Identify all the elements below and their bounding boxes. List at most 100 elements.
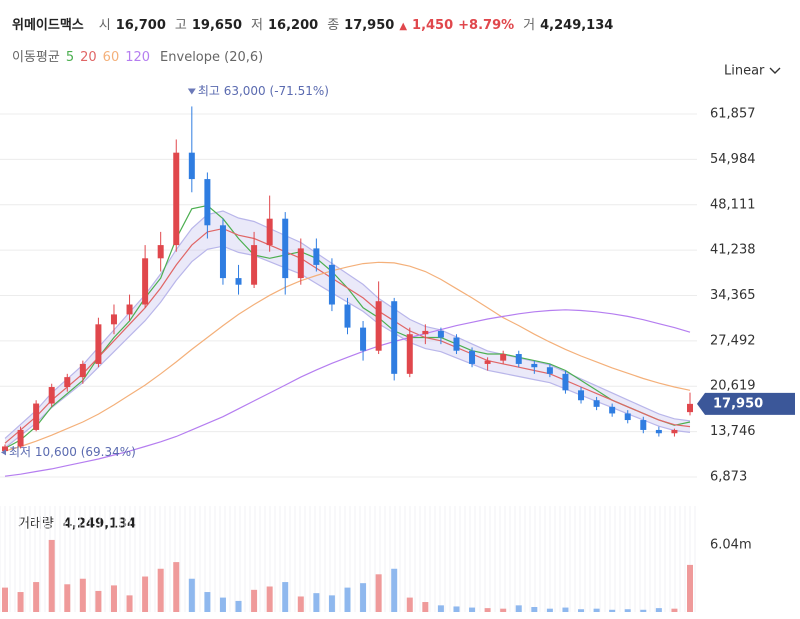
volume-tick-label: 6.04m [710, 538, 752, 553]
candle-body [297, 248, 304, 279]
candle-body [126, 304, 133, 315]
volume-bar [500, 608, 507, 612]
legend-entry: 20 [80, 50, 97, 65]
price-header: 위메이드맥스 시 16,700 고 19,650 저 16,200 종 17,950 ▲ 1,45… [12, 14, 613, 33]
price-value: 19,650 [191, 18, 243, 33]
volume-bar [624, 609, 631, 612]
stock-name: 위메이드맥스 [12, 18, 84, 33]
volume-bar [95, 590, 102, 612]
change-arrow: ▲ [399, 21, 408, 32]
volume-bar [469, 607, 476, 612]
volume-bar [251, 589, 258, 612]
current-price-tag [697, 392, 795, 415]
y-tick-label: 20,619 [710, 379, 756, 394]
candle-body [79, 363, 86, 378]
volume-bar [17, 592, 24, 612]
candle-body [469, 350, 476, 364]
candle-body [422, 330, 429, 335]
candle-body [562, 373, 569, 391]
candle-body [360, 327, 367, 351]
candle-body [453, 337, 460, 351]
volume-bar [546, 608, 553, 612]
volume-bar [2, 587, 8, 612]
y-tick-label: 54,984 [710, 152, 756, 167]
candle-body [313, 248, 320, 265]
volume-bar [422, 602, 429, 612]
volume-bar [360, 583, 367, 612]
volume-bar [406, 597, 413, 612]
candle-body [640, 420, 647, 430]
volume-bar [219, 597, 226, 612]
volume-bar [142, 576, 149, 612]
candle-body [95, 324, 102, 364]
candle-body [500, 354, 507, 361]
change-value: 1,450 [412, 18, 454, 33]
candle-body [406, 334, 413, 374]
candle-body [266, 218, 273, 246]
volume-bar [687, 564, 693, 612]
price-value: 16,200 [268, 18, 319, 33]
indicator-legend: 이동평균 5 20 60 120 Envelope (20,6) [12, 46, 263, 65]
volume-bar [578, 609, 585, 612]
volume-value: 4,249,134 [540, 18, 614, 33]
legend-entry: 5 [65, 50, 75, 65]
candle-body [48, 387, 55, 404]
y-tick-label: 34,365 [710, 288, 756, 303]
candle-body [375, 301, 382, 351]
candle-body [687, 403, 693, 413]
candle-body [17, 429, 24, 447]
volume-bar [173, 562, 180, 612]
candle-body [64, 377, 71, 388]
volume-bar [391, 568, 398, 612]
legend-entry: 60 [102, 50, 120, 65]
volume-bar [33, 582, 40, 612]
candle-body [391, 301, 398, 374]
volume-bar [313, 593, 320, 612]
candle-body [110, 314, 117, 325]
volume-bar [157, 568, 164, 612]
volume-bar [188, 578, 195, 612]
candle-body [251, 245, 258, 285]
volume-bar [671, 608, 678, 612]
legend-title: 이동평균 [12, 50, 60, 65]
high-marker [187, 88, 196, 95]
volume-bar [79, 578, 86, 612]
candle-body [609, 406, 616, 414]
price-label: 고 [174, 18, 187, 33]
chevron-icon[interactable] [769, 67, 781, 74]
high-annotation: 최고 63,000 (-71.51%) [198, 84, 329, 98]
volume-bar [375, 574, 382, 612]
candle-body [655, 429, 662, 434]
scale-toggle[interactable]: Linear [724, 64, 765, 79]
candle-body [219, 225, 226, 279]
candle-body [546, 367, 553, 374]
volume-bar [328, 595, 335, 612]
candle-body [484, 360, 491, 364]
candle-body [142, 258, 149, 305]
volume-title: 거래량 [18, 517, 54, 532]
volume-bar [110, 585, 117, 612]
candle-body [593, 400, 600, 407]
volume-label: 거 [523, 18, 536, 33]
volume-bar [655, 608, 662, 612]
envelope-band [5, 211, 690, 448]
volume-bar [282, 582, 289, 612]
legend-entry: Envelope (20,6) [160, 50, 264, 65]
candle-body [671, 429, 678, 434]
volume-bar [562, 607, 569, 612]
y-tick-label: 41,238 [710, 243, 756, 258]
volume-bar [235, 600, 242, 612]
y-tick-label: 27,492 [710, 333, 756, 348]
change-percent: +8.79% [458, 18, 515, 33]
candle-body [578, 390, 585, 401]
volume-bar [204, 592, 211, 612]
volume-bar [531, 607, 538, 612]
ma-line [4, 261, 691, 452]
volume-bar [484, 608, 491, 612]
price-label: 종 [327, 18, 340, 33]
volume-bar [126, 595, 133, 612]
low-marker [1, 449, 6, 456]
volume-bar [593, 608, 600, 612]
low-annotation: 최저 10,600 (69.34%) [9, 445, 136, 459]
